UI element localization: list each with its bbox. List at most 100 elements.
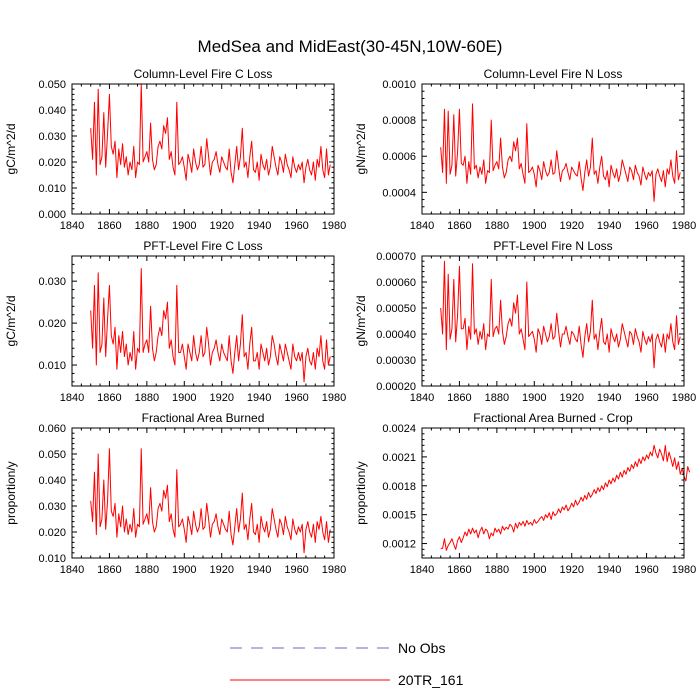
series-line-20tr-161 (90, 83, 331, 184)
y-tick-label: 0.0015 (382, 510, 416, 522)
y-tick-label: 0.0010 (382, 79, 416, 91)
panel-title: Column-Level Fire N Loss (484, 67, 623, 81)
x-tick-label: 1980 (322, 220, 346, 232)
x-tick-label: 1900 (172, 564, 196, 576)
x-tick-label: 1860 (97, 220, 121, 232)
series-line-20tr-161 (90, 268, 331, 383)
y-tick-label: 0.00060 (376, 277, 416, 289)
x-tick-label: 1860 (447, 564, 471, 576)
x-tick-label: 1880 (485, 220, 509, 232)
x-tick-label: 1880 (135, 564, 159, 576)
x-tick-label: 1960 (634, 220, 658, 232)
x-tick-label: 1960 (284, 564, 308, 576)
y-tick-label: 0.040 (38, 475, 66, 487)
plot-frame (71, 427, 335, 559)
panel-title: PFT-Level Fire C Loss (143, 239, 262, 253)
x-tick-label: 1920 (209, 392, 233, 404)
x-tick-label: 1980 (672, 564, 696, 576)
y-tick-label: 0.00030 (376, 355, 416, 367)
y-tick-label: 0.0021 (382, 452, 416, 464)
legend-label-no-obs: No Obs (398, 640, 445, 656)
x-tick-label: 1920 (209, 220, 233, 232)
x-tick-label: 1880 (135, 392, 159, 404)
x-tick-label: 1840 (410, 564, 434, 576)
x-tick-label: 1920 (209, 564, 233, 576)
x-tick-label: 1960 (284, 392, 308, 404)
y-axis-label: proportion/y (354, 461, 368, 524)
panel-3: PFT-Level Fire C Loss gC/m^2/d 1840 1860 188… (4, 239, 346, 404)
y-tick-label: 0.010 (38, 183, 66, 195)
x-tick-label: 1900 (172, 392, 196, 404)
y-tick-label: 0.030 (38, 276, 66, 288)
x-tick-label: 1900 (522, 392, 546, 404)
y-tick-label: 0.00020 (376, 381, 416, 393)
y-tick-label: 0.040 (38, 105, 66, 117)
x-tick-label: 1840 (60, 220, 84, 232)
x-tick-label: 1900 (522, 564, 546, 576)
x-tick-label: 1860 (97, 392, 121, 404)
y-tick-label: 0.00040 (376, 329, 416, 341)
y-axis-label: gN/m^2/d (354, 124, 368, 175)
y-axis-label: proportion/y (4, 461, 18, 524)
x-tick-label: 1980 (672, 392, 696, 404)
figure-title: MedSea and MidEast(30-45N,10W-60E) (198, 37, 503, 56)
y-tick-label: 0.020 (38, 157, 66, 169)
x-tick-label: 1900 (522, 220, 546, 232)
x-tick-label: 1960 (284, 220, 308, 232)
y-tick-label: 0.0004 (382, 187, 416, 199)
y-tick-label: 0.050 (38, 449, 66, 461)
y-tick-label: 0.030 (38, 501, 66, 513)
x-tick-label: 1840 (60, 392, 84, 404)
x-tick-label: 1840 (410, 220, 434, 232)
x-tick-label: 1880 (485, 392, 509, 404)
y-tick-label: 0.000 (38, 209, 66, 221)
x-tick-label: 1860 (447, 220, 471, 232)
legend-label-20tr-161: 20TR_161 (398, 672, 464, 688)
plot-frame (421, 427, 685, 559)
y-tick-label: 0.060 (38, 423, 66, 435)
panel-title: Column-Level Fire C Loss (134, 67, 273, 81)
panels: Column-Level Fire C Loss gC/m^2/d 1840 1860… (4, 67, 696, 576)
x-tick-label: 1860 (447, 392, 471, 404)
panel-1: Column-Level Fire C Loss gC/m^2/d 1840 1860… (4, 67, 346, 232)
y-axis-label: gC/m^2/d (4, 296, 18, 347)
plot-frame (71, 255, 335, 387)
panel-2: Column-Level Fire N Loss gN/m^2/d 1840 1860… (354, 67, 696, 232)
series-line-20tr-161 (440, 260, 681, 369)
x-tick-label: 1940 (247, 220, 271, 232)
y-tick-label: 0.050 (38, 79, 66, 91)
y-axis-label: gN/m^2/d (354, 296, 368, 347)
x-tick-label: 1920 (559, 392, 583, 404)
x-tick-label: 1880 (135, 220, 159, 232)
panel-6: Fractional Area Burned - Crop proportion/… (354, 411, 696, 576)
y-tick-label: 0.030 (38, 131, 66, 143)
x-tick-label: 1840 (410, 392, 434, 404)
panel-title: Fractional Area Burned - Crop (473, 411, 633, 425)
x-tick-label: 1920 (559, 220, 583, 232)
x-tick-label: 1860 (97, 564, 121, 576)
x-tick-label: 1940 (597, 392, 621, 404)
y-tick-label: 0.0024 (382, 423, 416, 435)
panel-title: Fractional Area Burned (142, 411, 265, 425)
x-tick-label: 1940 (247, 564, 271, 576)
x-tick-label: 1840 (60, 564, 84, 576)
y-tick-label: 0.0006 (382, 151, 416, 163)
series-line-20tr-161 (440, 103, 681, 202)
panel-4: PFT-Level Fire N Loss gN/m^2/d 1840 1860 188… (354, 239, 696, 404)
y-tick-label: 0.010 (38, 360, 66, 372)
x-tick-label: 1920 (559, 564, 583, 576)
y-tick-label: 0.0012 (382, 539, 416, 551)
series-line-20tr-161 (440, 444, 691, 551)
y-tick-label: 0.00050 (376, 303, 416, 315)
plot-frame (71, 83, 335, 215)
y-tick-label: 0.00070 (376, 251, 416, 263)
legend: No Obs 20TR_161 (230, 640, 464, 688)
y-tick-label: 0.010 (38, 553, 66, 565)
y-tick-label: 0.020 (38, 527, 66, 539)
x-tick-label: 1960 (634, 564, 658, 576)
y-tick-label: 0.020 (38, 318, 66, 330)
x-tick-label: 1880 (485, 564, 509, 576)
y-axis-label: gC/m^2/d (4, 124, 18, 175)
series-line-20tr-161 (90, 448, 331, 554)
x-tick-label: 1980 (322, 392, 346, 404)
